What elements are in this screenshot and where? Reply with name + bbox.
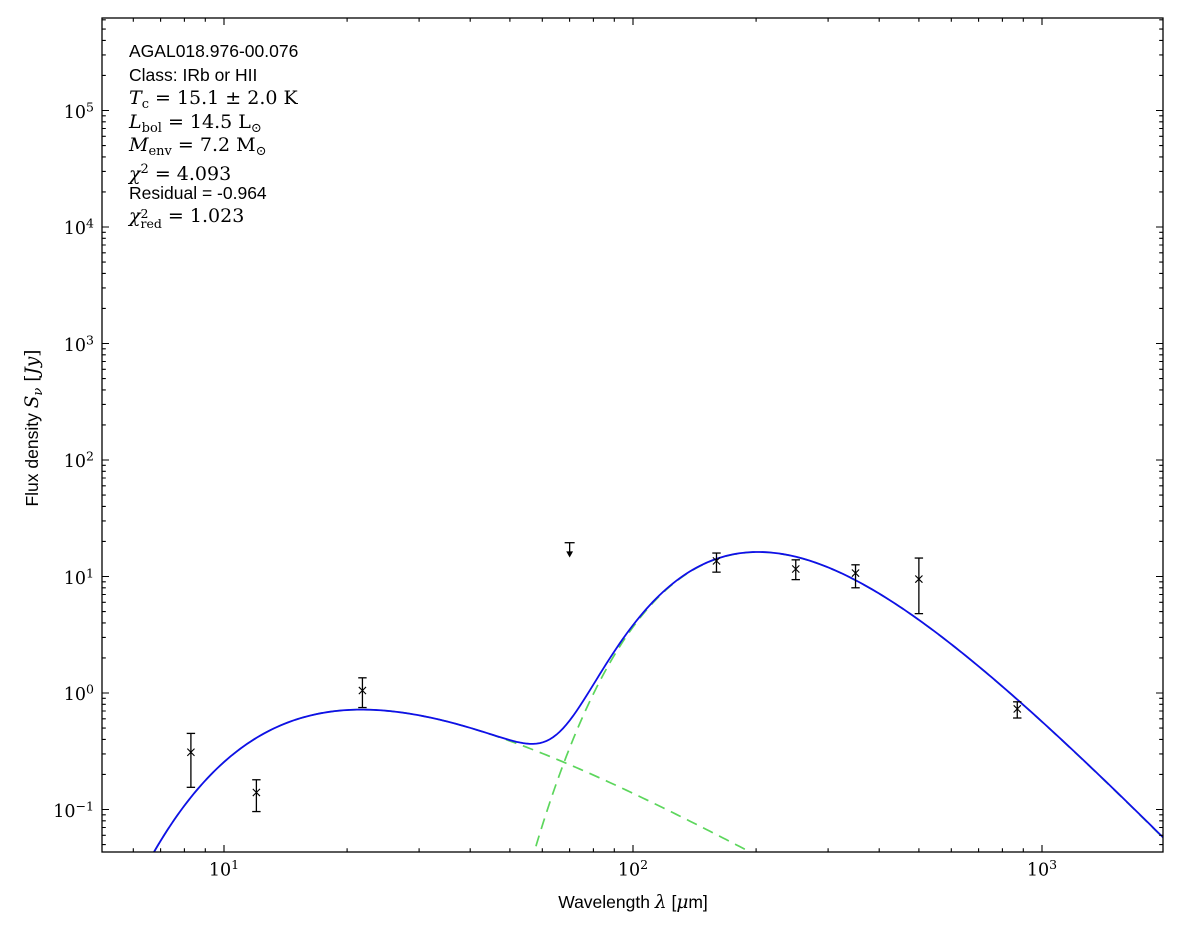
x-marker bbox=[712, 556, 721, 565]
data-point bbox=[358, 677, 367, 709]
data-point bbox=[252, 779, 261, 813]
warm-component-curve bbox=[152, 708, 752, 852]
model-curves bbox=[152, 551, 1163, 852]
x-marker bbox=[791, 565, 800, 573]
data-point bbox=[1013, 701, 1022, 719]
plot-frame bbox=[101, 17, 1164, 853]
x-marker bbox=[851, 569, 860, 578]
axes-frame bbox=[101, 17, 1164, 853]
data-point bbox=[791, 559, 800, 581]
x-marker bbox=[186, 748, 195, 757]
data-point bbox=[186, 732, 196, 788]
data-point bbox=[851, 564, 860, 589]
data-points bbox=[186, 542, 1022, 813]
total-model-curve bbox=[152, 551, 1163, 852]
x-marker bbox=[914, 575, 923, 584]
x-marker bbox=[358, 686, 367, 695]
data-point bbox=[914, 557, 924, 615]
down-arrow-icon bbox=[566, 551, 574, 558]
upper-limit-marker bbox=[564, 542, 575, 558]
data-point bbox=[712, 552, 721, 573]
axis-ticks bbox=[102, 18, 1163, 852]
x-marker bbox=[1013, 704, 1022, 713]
x-marker bbox=[252, 788, 261, 797]
cold-component-curve bbox=[533, 551, 1163, 852]
